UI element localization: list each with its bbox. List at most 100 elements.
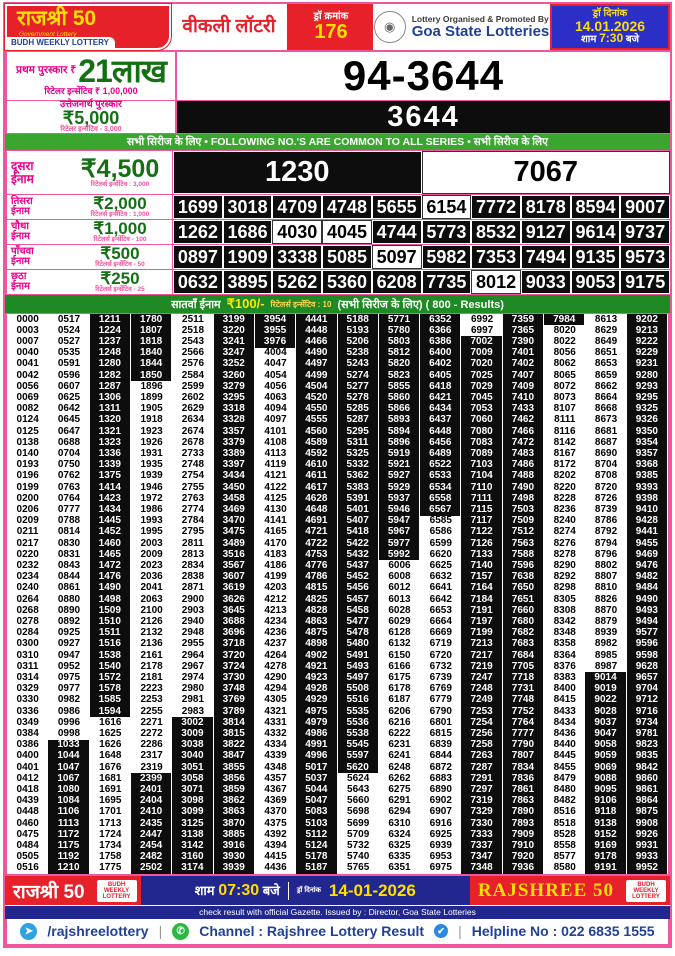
result-number-cell: 2126 [130,616,173,628]
result-number-cell: 2404 [130,795,173,807]
result-number-cell: 9933 [626,851,668,863]
result-number-cell: 8653 [585,358,627,370]
result-number-cell: 1840 [130,347,173,359]
result-number-cell: 7291 [461,773,503,785]
result-number-cell: 6291 [378,795,421,807]
channel-name[interactable]: Channel : Rajshree Lottery Result [199,923,425,940]
prize-number: 5773 [421,220,472,245]
result-number-cell: 7025 [461,369,503,382]
result-number-cell: 9222 [626,336,668,348]
prize-amount: ₹2,000 [93,194,147,214]
result-number-cell: 3260 [213,369,255,382]
result-number-cell: 4550 [296,403,338,415]
result-number-cell: 6997 [461,325,503,337]
result-number-cell: 4331 [254,717,297,729]
result-number-cell: 3241 [213,336,255,348]
prize-amount: ₹250 [100,269,140,289]
result-number-cell: 1946 [130,481,173,494]
result-number-cell: 3645 [213,605,255,617]
result-number-cell: 4348 [254,762,297,774]
result-number-cell: 6437 [420,414,462,426]
result-number-cell: 3718 [213,638,255,651]
result-number-cell: 8651 [585,347,627,359]
result-number-cell: 3252 [213,358,255,370]
footer-time-value: 07:30 [218,882,260,900]
result-number-cell: 2286 [130,739,173,751]
prize-number: 5097 [371,245,422,270]
result-number-cell: 6953 [420,851,462,863]
prize-number: 1262 [173,220,223,245]
result-number-cell: 7256 [461,728,503,740]
result-number-cell: 0439 [7,795,49,807]
result-number-cell: 4278 [254,661,297,673]
result-number-cell: 0996 [48,717,90,729]
result-number-cell: 0232 [7,560,49,572]
result-number-cell: 9106 [585,795,627,807]
prize-numbers: 1699 3018 4709 4748 5655 6154 7772 8178 8594 9007 [173,195,671,220]
prize-number: 3895 [222,270,273,295]
result-number-cell: 3379 [213,437,255,449]
result-number-cell: 0412 [7,773,49,785]
first-prize-row: प्रथम पुरस्कार ₹ 21लाख रिटेलर इन्सेंटिव … [5,51,670,101]
result-number-cell: 5278 [337,392,379,404]
result-number-cell: 8987 [585,661,627,673]
prize-number: 0897 [173,245,223,270]
prize-amount-wrap: ₹500 रिटेलर्स इन्सेंटिव - 50 [68,245,172,268]
prize-number: 9737 [620,220,671,245]
result-number-cell: 8440 [544,739,586,751]
result-number-cell: 8649 [585,336,627,348]
result-number-cell: 0763 [48,481,90,494]
result-number-cell: 8433 [544,706,586,718]
result-number-cell: 6231 [378,739,421,751]
result-number-cell: 1323 [89,437,131,449]
result-number-cell: 5823 [378,369,421,382]
result-number-cell: 9350 [626,425,668,438]
result-number-cell: 6324 [378,829,421,841]
result-number-cell: 6028 [378,605,421,617]
result-number-cell: 1210 [48,862,90,875]
organiser-line1: Lottery Organised & Promoted By [411,13,549,24]
prize-number: 8178 [520,195,571,220]
brand-subtitle: Government Lottery [19,31,77,38]
result-number-cell: 8383 [544,672,586,684]
result-number-cell: 2518 [172,325,214,337]
result-number-cell: 3470 [213,515,255,527]
result-number-cell: 4334 [254,739,297,751]
result-number-cell: 5238 [337,347,379,359]
helpline-number: Helpline No : 022 6835 1555 [471,923,655,940]
result-number-cell: 4199 [254,571,297,583]
result-number-cell: 7213 [461,638,503,651]
result-number-cell: 0040 [7,347,49,359]
result-number-cell: 6132 [378,638,421,651]
result-number-cell: 7117 [461,515,503,527]
result-number-cell: 7297 [461,784,503,796]
result-number-cell: 2272 [130,728,173,740]
result-number-cell: 6585 [420,515,462,527]
footer-time-suffix: बजे [262,883,280,899]
result-number-cell: 9169 [585,840,627,852]
result-number-cell: 3856 [213,773,255,785]
result-number-cell: 3475 [213,526,255,538]
result-number-cell: 7748 [502,694,545,707]
result-number-cell: 7909 [502,829,545,841]
result-number-cell: 3040 [172,750,214,763]
result-number-cell: 4415 [254,851,297,863]
result-number-cell: 5977 [378,537,421,550]
result-number-cell: 9861 [626,784,668,796]
header: राजश्री 50 Government Lottery BUDH WEEKL… [4,3,670,52]
result-number-cell: 8518 [544,818,586,830]
first-prize-label-box: प्रथम पुरस्कार ₹ 21लाख रिटेलर इन्सेंटिव … [5,51,177,100]
result-number-cell: 3769 [213,694,255,707]
result-number-cell: 0211 [7,526,49,538]
result-number-cell: 0516 [7,862,49,875]
result-number-cell: 0642 [48,403,90,415]
result-number-cell: 6732 [420,661,462,673]
result-number-cell: 4047 [254,358,297,370]
result-number-cell: 2599 [172,381,214,393]
result-number-cell: 0777 [48,504,90,516]
result-number-cell: 8629 [585,325,627,337]
result-number-cell: 7164 [461,582,503,594]
result-number-cell: 7115 [461,504,503,516]
telegram-handle[interactable]: /rajshreelottery [47,923,149,940]
result-number-cell: 7777 [502,728,545,740]
